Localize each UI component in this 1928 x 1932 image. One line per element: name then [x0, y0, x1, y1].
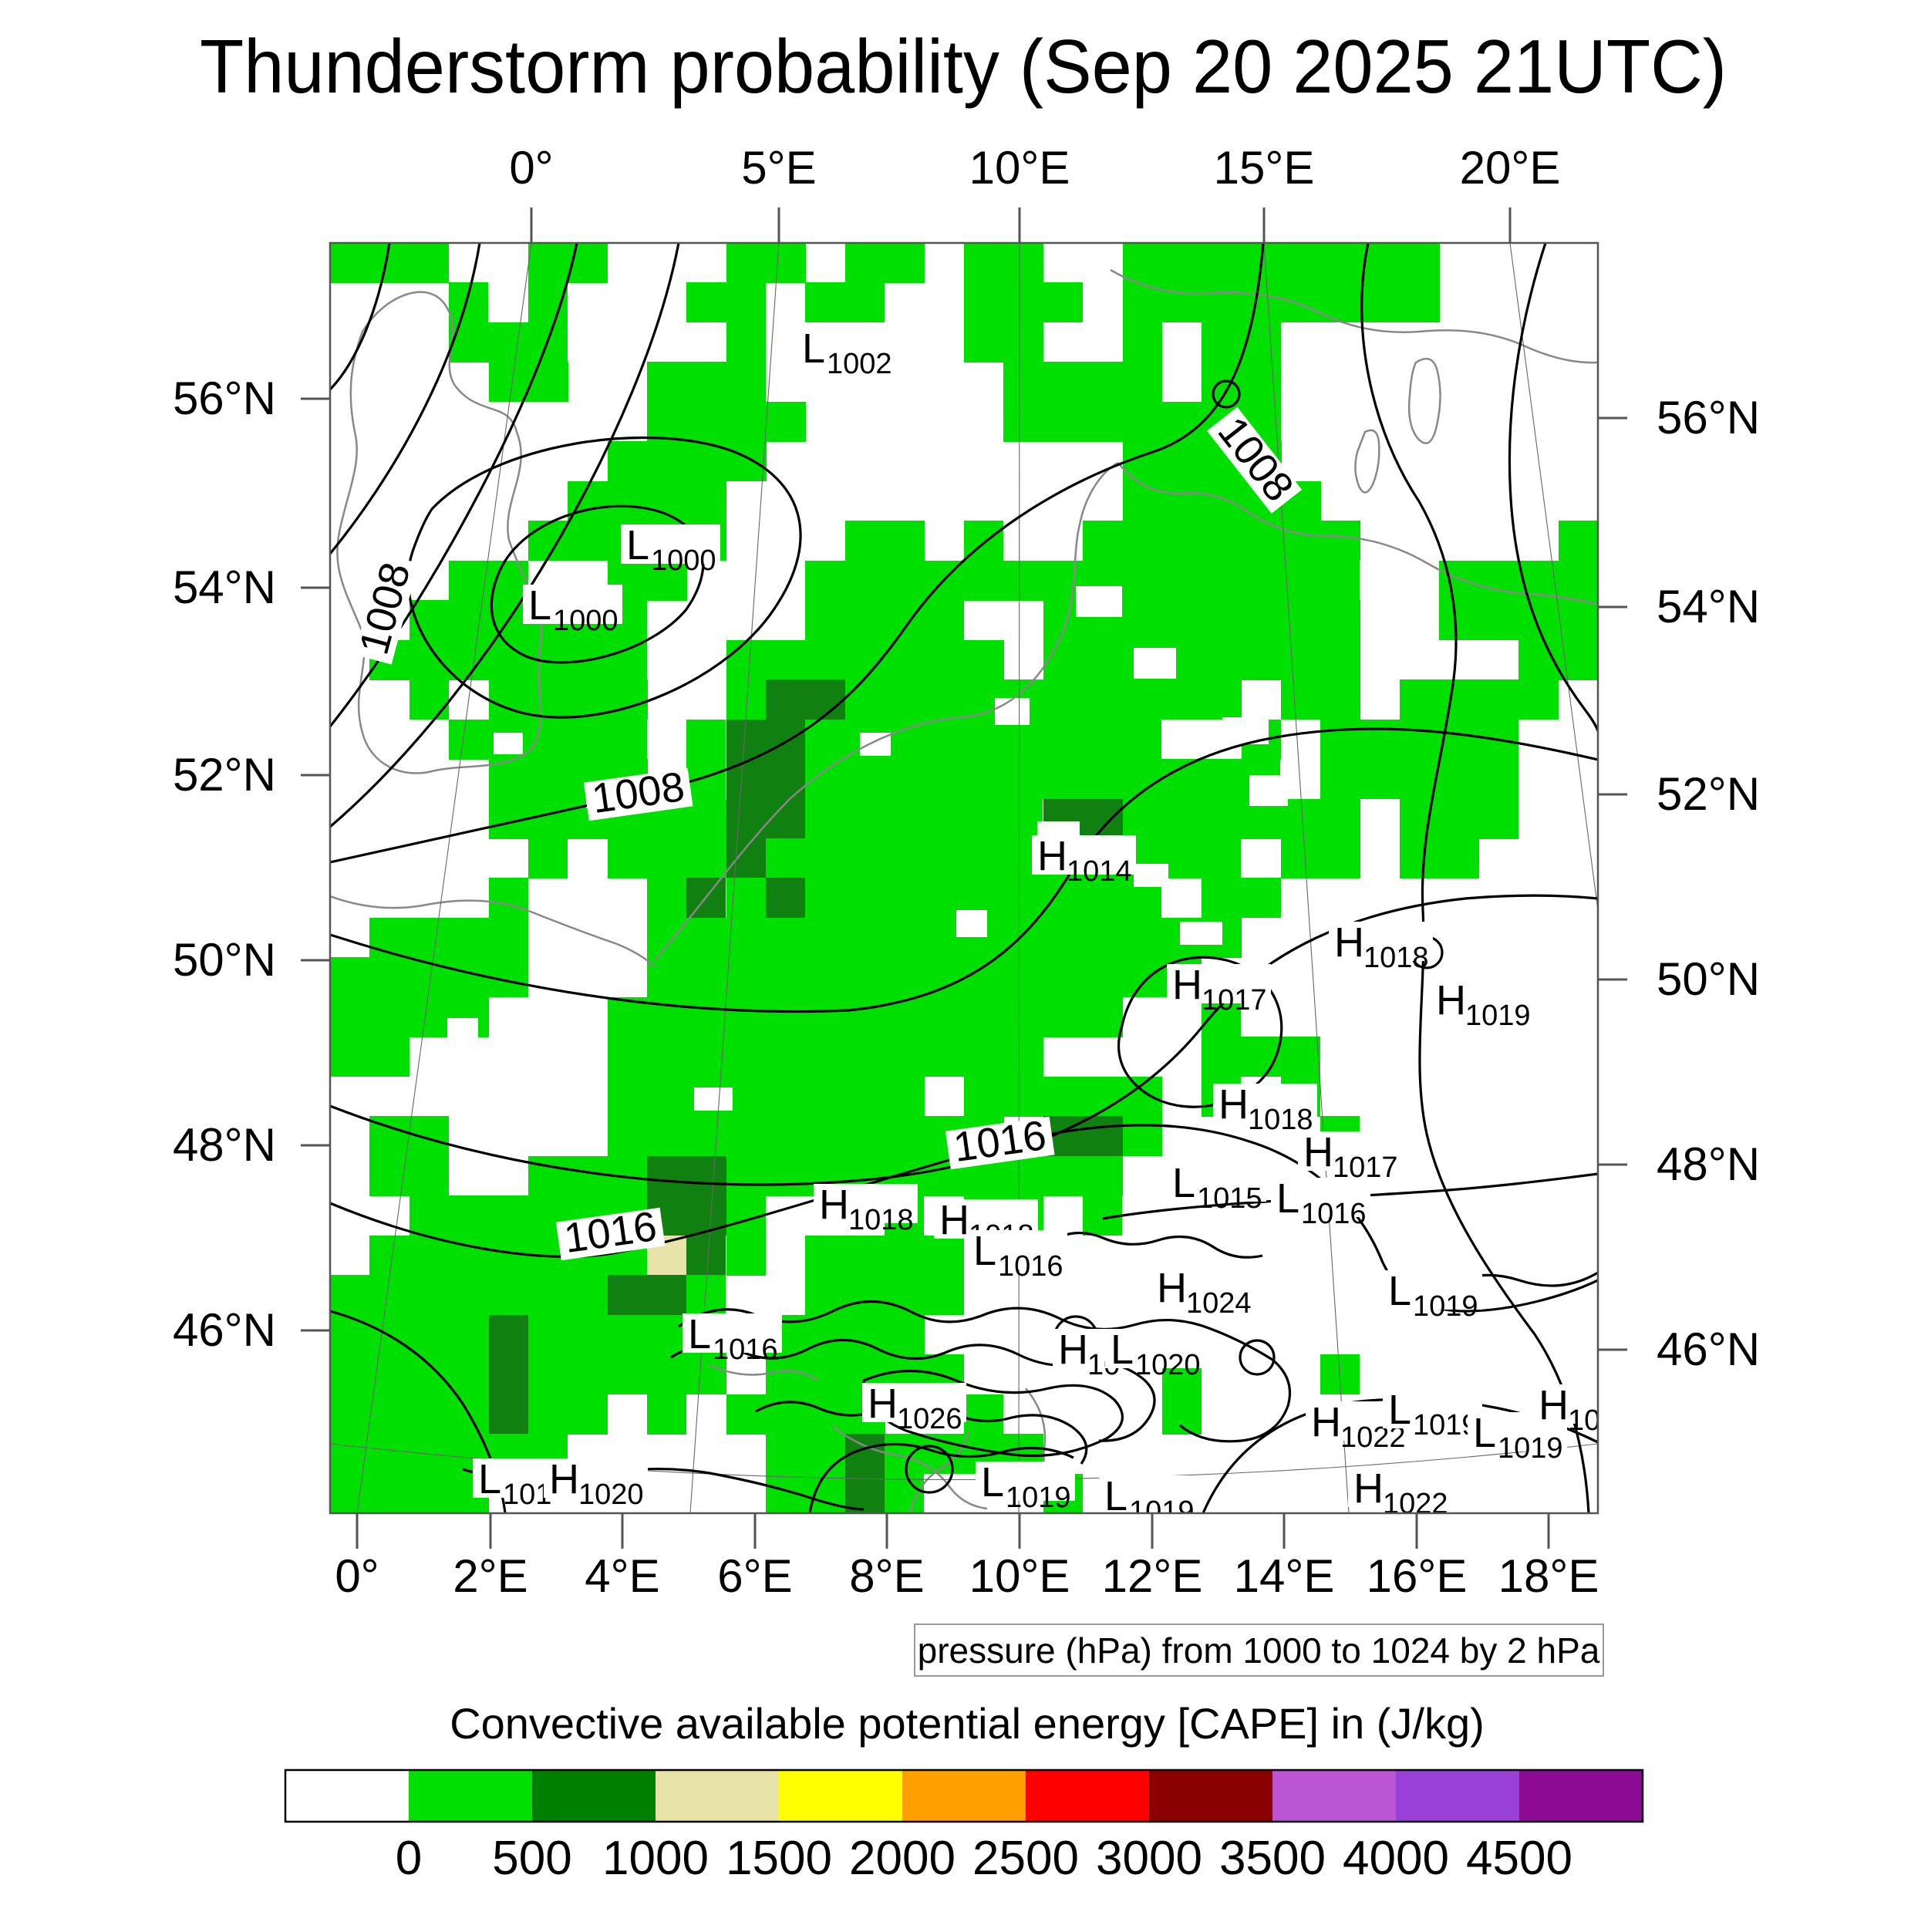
svg-text:H: H — [1311, 1399, 1341, 1445]
svg-text:L: L — [478, 1456, 501, 1502]
svg-text:H: H — [1353, 1465, 1384, 1512]
svg-text:8°E: 8°E — [849, 1550, 924, 1602]
svg-text:50°N: 50°N — [173, 934, 276, 986]
svg-text:H: H — [1334, 919, 1364, 966]
svg-text:1018: 1018 — [1248, 1104, 1313, 1136]
svg-text:L: L — [626, 522, 649, 568]
svg-text:1024: 1024 — [1186, 1287, 1252, 1320]
svg-text:1016: 1016 — [998, 1250, 1063, 1283]
svg-text:18°E: 18°E — [1498, 1550, 1599, 1602]
svg-text:Thunderstorm probability (Sep: Thunderstorm probability (Sep 20 2025 21… — [200, 24, 1727, 109]
svg-text:1017: 1017 — [1202, 984, 1267, 1017]
svg-text:1019: 1019 — [1465, 1000, 1531, 1032]
svg-text:H: H — [1303, 1129, 1333, 1175]
svg-text:1014: 1014 — [1067, 855, 1132, 888]
svg-text:1019: 1019 — [1006, 1482, 1071, 1514]
svg-text:1018: 1018 — [848, 1204, 914, 1236]
svg-text:H: H — [1436, 977, 1466, 1023]
svg-text:500: 500 — [492, 1832, 571, 1885]
svg-text:1022: 1022 — [1383, 1488, 1448, 1520]
svg-text:1026: 1026 — [897, 1403, 962, 1435]
svg-text:L: L — [1388, 1268, 1411, 1314]
svg-text:H: H — [549, 1456, 579, 1502]
svg-text:1016: 1016 — [713, 1334, 778, 1366]
svg-text:4500: 4500 — [1466, 1832, 1572, 1885]
svg-text:L: L — [981, 1459, 1004, 1505]
svg-text:H: H — [939, 1197, 969, 1243]
svg-text:H: H — [868, 1381, 898, 1427]
svg-text:1500: 1500 — [726, 1832, 832, 1885]
svg-text:L: L — [1388, 1387, 1411, 1433]
svg-text:pressure (hPa) from 1000 to 10: pressure (hPa) from 1000 to 1024 by 2 hP… — [918, 1630, 1600, 1671]
svg-text:3500: 3500 — [1219, 1832, 1326, 1885]
svg-text:48°N: 48°N — [1657, 1138, 1760, 1190]
svg-text:10°E: 10°E — [969, 1550, 1070, 1602]
svg-text:0: 0 — [396, 1832, 422, 1885]
svg-text:L: L — [973, 1228, 996, 1274]
svg-text:L: L — [688, 1311, 711, 1357]
svg-text:L: L — [1111, 1327, 1134, 1373]
svg-text:1002: 1002 — [827, 348, 892, 380]
svg-text:50°N: 50°N — [1657, 953, 1760, 1005]
svg-text:0°: 0° — [509, 142, 553, 194]
svg-text:1000: 1000 — [602, 1832, 709, 1885]
svg-text:L: L — [528, 582, 551, 629]
svg-text:54°N: 54°N — [173, 561, 276, 613]
svg-text:1000: 1000 — [651, 545, 716, 577]
svg-text:1016: 1016 — [1301, 1198, 1367, 1230]
svg-text:1019: 1019 — [1413, 1290, 1478, 1323]
svg-text:H: H — [1058, 1327, 1088, 1373]
svg-text:L: L — [1104, 1473, 1127, 1519]
svg-text:1020: 1020 — [1135, 1349, 1201, 1381]
svg-text:1019: 1019 — [1129, 1495, 1195, 1528]
svg-text:3000: 3000 — [1096, 1832, 1202, 1885]
svg-text:4°E: 4°E — [585, 1550, 659, 1602]
svg-text:1020: 1020 — [578, 1479, 644, 1511]
svg-text:0°: 0° — [335, 1550, 379, 1602]
svg-text:12°E: 12°E — [1102, 1550, 1203, 1602]
svg-text:16°E: 16°E — [1367, 1550, 1468, 1602]
svg-text:56°N: 56°N — [173, 373, 276, 424]
svg-text:101: 101 — [503, 1479, 551, 1511]
svg-text:L: L — [802, 325, 825, 372]
svg-text:1018: 1018 — [1363, 942, 1429, 974]
svg-text:Convective available potential: Convective available potential energy [C… — [450, 1699, 1485, 1748]
svg-text:5°E: 5°E — [741, 142, 816, 194]
svg-text:H: H — [1218, 1081, 1249, 1128]
svg-text:2°E: 2°E — [453, 1550, 528, 1602]
svg-text:H: H — [1172, 962, 1202, 1008]
svg-text:1021: 1021 — [1568, 1404, 1633, 1437]
svg-text:H: H — [819, 1182, 849, 1228]
svg-text:L: L — [1276, 1175, 1299, 1222]
svg-text:54°N: 54°N — [1657, 581, 1760, 632]
svg-text:46°N: 46°N — [1657, 1323, 1760, 1375]
svg-text:20°E: 20°E — [1460, 142, 1561, 194]
svg-text:2500: 2500 — [972, 1832, 1079, 1885]
svg-text:10°E: 10°E — [969, 142, 1070, 194]
svg-text:56°N: 56°N — [1657, 392, 1760, 443]
svg-text:L: L — [1172, 1160, 1195, 1206]
svg-text:H: H — [1539, 1382, 1569, 1428]
svg-text:15°E: 15°E — [1214, 142, 1315, 194]
svg-text:H: H — [1037, 833, 1067, 879]
svg-text:48°N: 48°N — [173, 1119, 276, 1171]
svg-text:H: H — [1157, 1265, 1187, 1311]
svg-text:1019: 1019 — [1413, 1409, 1478, 1441]
svg-text:2000: 2000 — [849, 1832, 956, 1885]
svg-text:1015: 1015 — [1197, 1182, 1262, 1215]
svg-text:6°E: 6°E — [717, 1550, 792, 1602]
svg-text:4000: 4000 — [1343, 1832, 1449, 1885]
svg-text:46°N: 46°N — [173, 1304, 276, 1356]
svg-text:52°N: 52°N — [173, 749, 276, 801]
svg-text:1019: 1019 — [1498, 1432, 1563, 1465]
svg-text:14°E: 14°E — [1234, 1550, 1335, 1602]
svg-text:52°N: 52°N — [1657, 768, 1760, 820]
svg-text:L: L — [1473, 1410, 1496, 1456]
svg-text:1000: 1000 — [553, 605, 619, 637]
